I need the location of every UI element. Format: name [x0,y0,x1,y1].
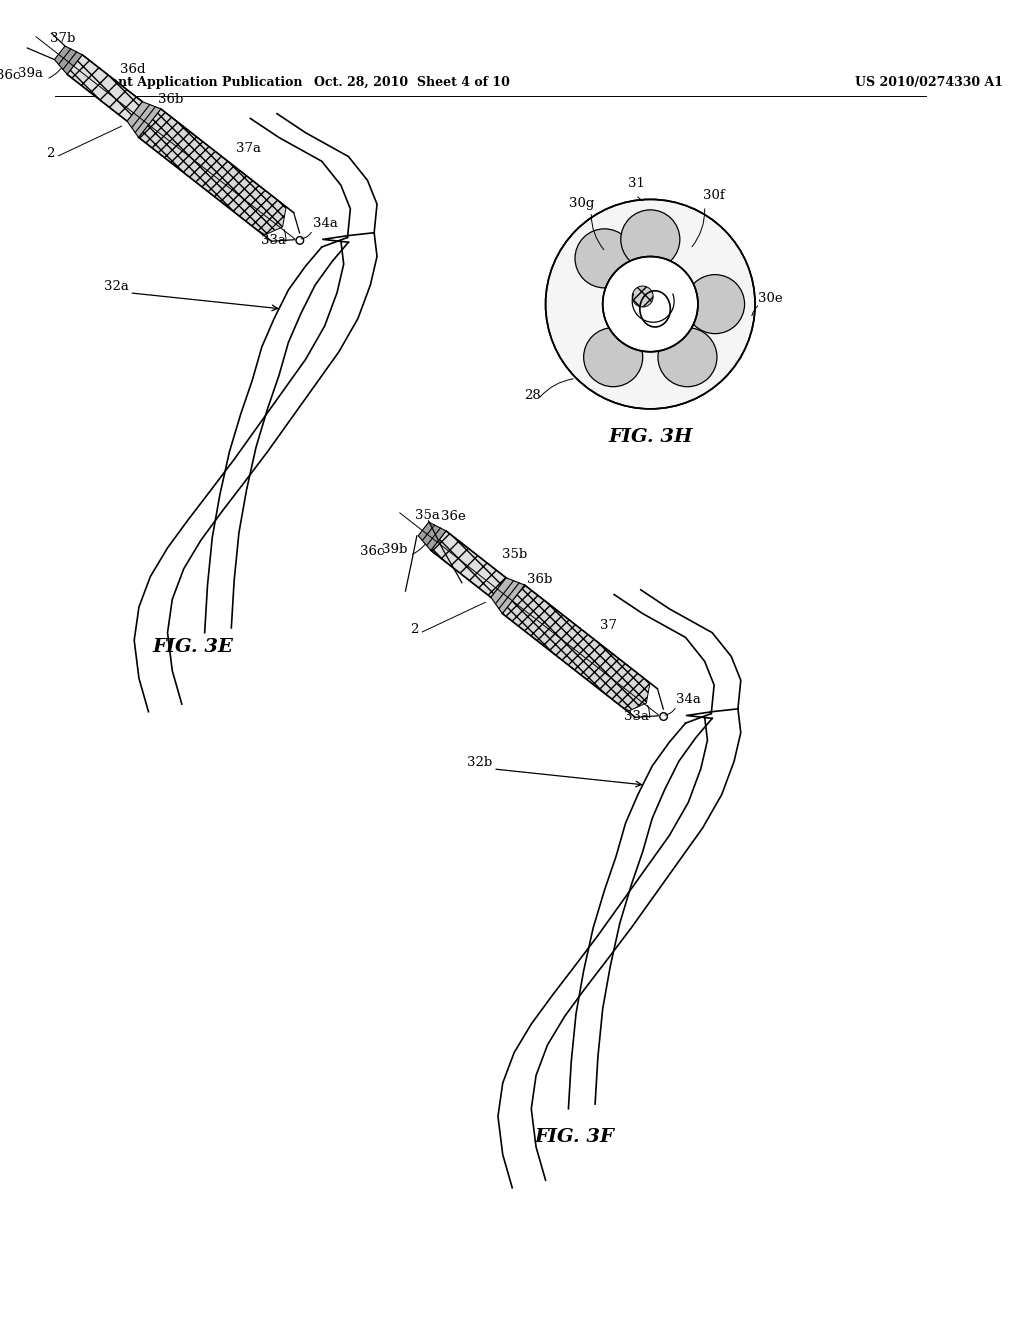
Text: 39b: 39b [382,544,407,557]
Text: 39a: 39a [17,67,43,81]
Ellipse shape [575,228,634,288]
Polygon shape [138,108,286,235]
Text: 36c: 36c [359,545,384,558]
Text: FIG. 3F: FIG. 3F [535,1129,614,1146]
Text: 30e: 30e [758,292,782,305]
Text: 37: 37 [600,619,616,631]
Text: US 2010/0274330 A1: US 2010/0274330 A1 [855,75,1004,88]
Text: 31: 31 [629,177,645,190]
Text: 36c: 36c [0,70,20,82]
Text: 36b: 36b [527,573,552,586]
Text: 32a: 32a [103,280,129,293]
Text: 35b: 35b [503,548,527,561]
Text: Oct. 28, 2010  Sheet 4 of 10: Oct. 28, 2010 Sheet 4 of 10 [314,75,510,88]
Polygon shape [503,585,649,711]
Text: 36b: 36b [158,92,183,106]
Text: 34a: 34a [677,693,701,706]
Text: 37a: 37a [236,143,261,156]
Text: 36d: 36d [121,63,146,77]
Polygon shape [127,102,161,137]
Text: 32b: 32b [468,756,493,770]
Text: Patent Application Publication: Patent Application Publication [87,75,302,88]
Text: 35a: 35a [415,510,439,523]
Polygon shape [54,46,82,74]
Text: 30g: 30g [569,197,595,210]
Polygon shape [431,531,506,598]
Circle shape [603,256,698,351]
Ellipse shape [584,327,643,387]
Text: FIG. 3E: FIG. 3E [153,638,233,656]
Text: 28: 28 [523,389,541,403]
Text: FIG. 3H: FIG. 3H [608,428,692,446]
Ellipse shape [632,286,653,308]
Text: 30f: 30f [702,189,724,202]
Text: 33a: 33a [260,234,286,247]
Polygon shape [418,523,446,550]
Ellipse shape [658,327,717,387]
Text: 33a: 33a [625,710,649,723]
Ellipse shape [621,210,680,269]
Ellipse shape [685,275,744,334]
Text: 2: 2 [410,623,419,636]
Text: 2: 2 [46,147,54,160]
Polygon shape [490,578,524,614]
Circle shape [546,199,755,409]
Polygon shape [68,54,142,121]
Text: 36e: 36e [440,511,465,523]
Text: 37b: 37b [50,32,75,45]
Text: 34a: 34a [312,216,338,230]
